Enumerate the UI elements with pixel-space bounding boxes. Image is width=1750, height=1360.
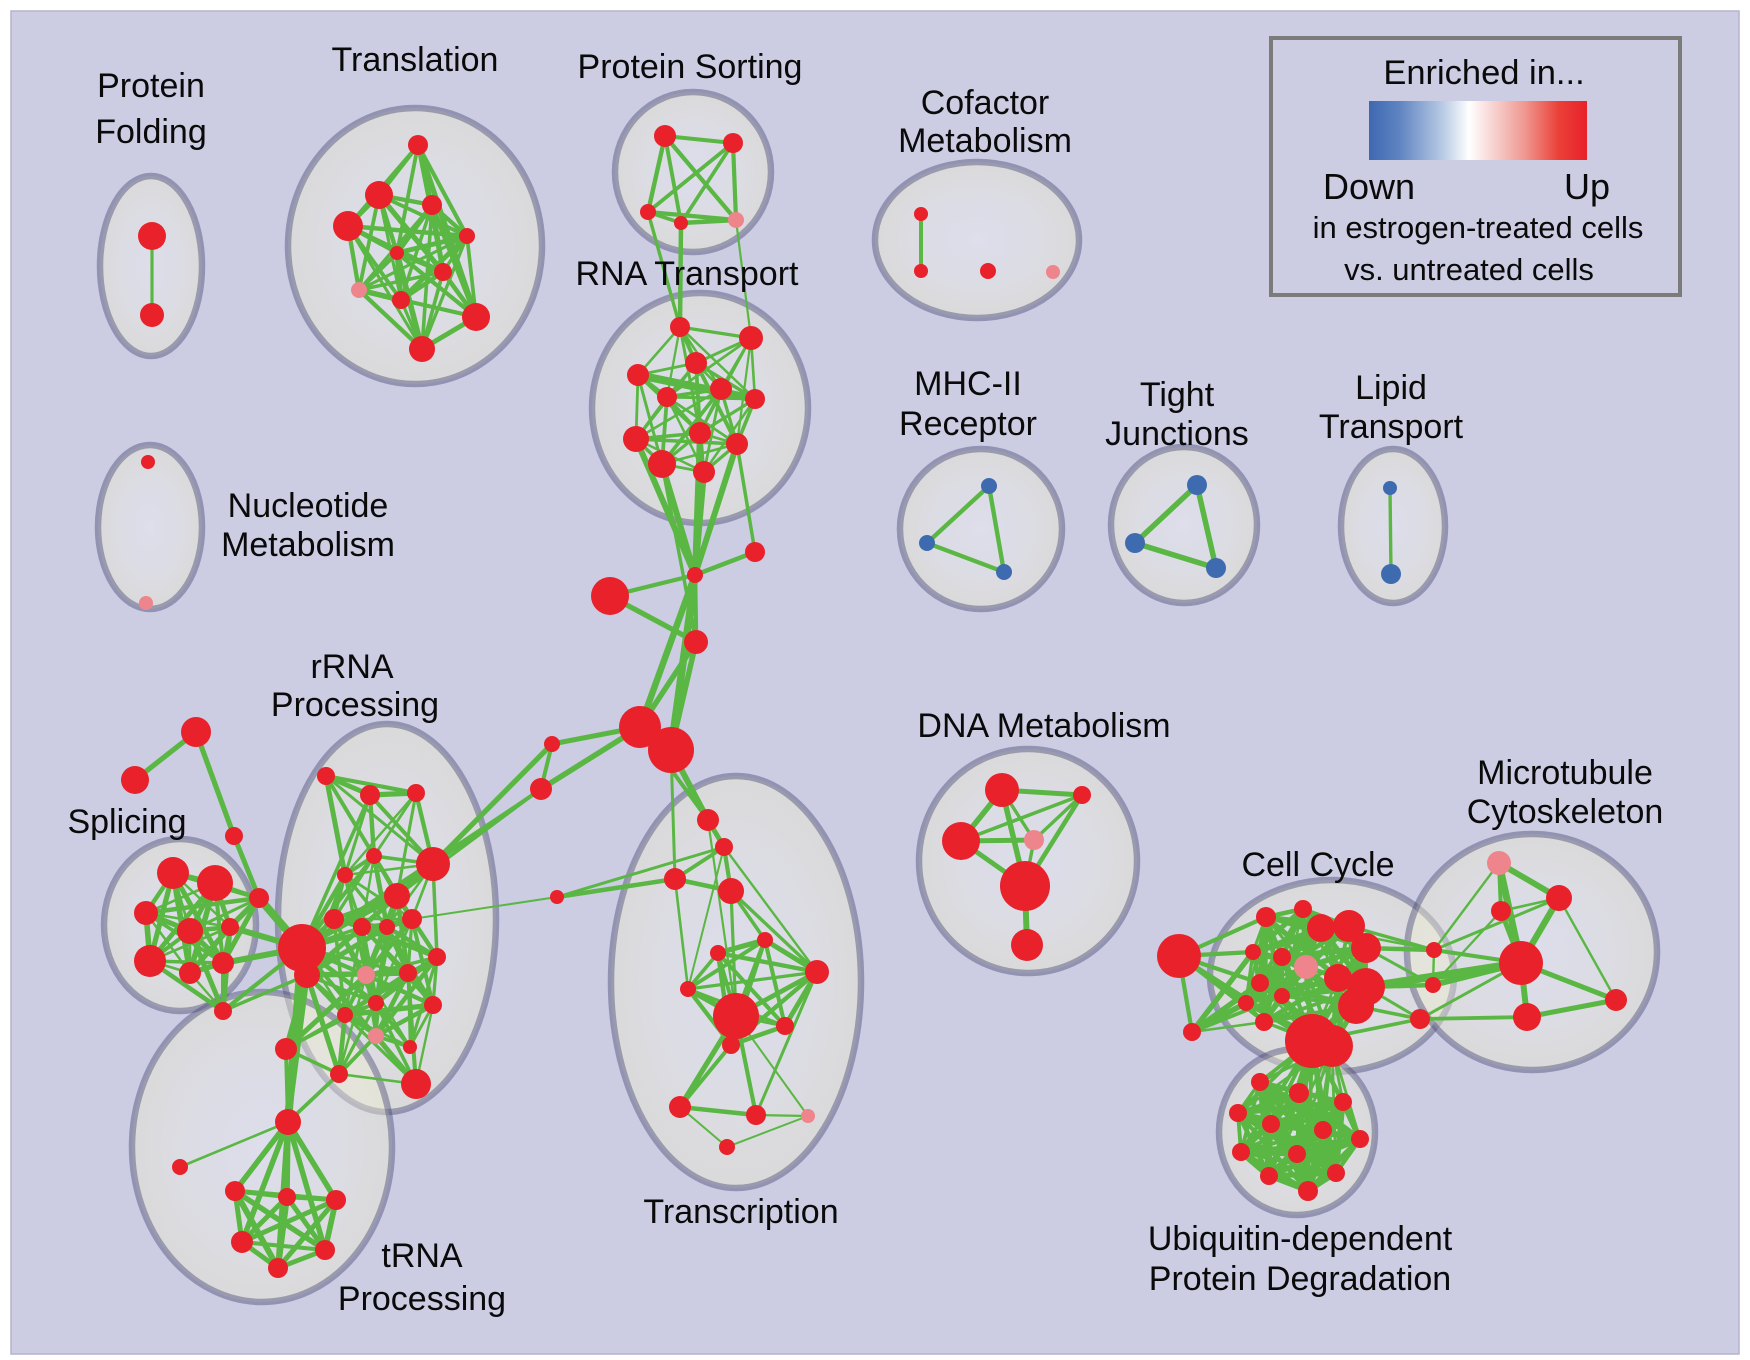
svg-text:Cell Cycle: Cell Cycle [1241,846,1394,884]
svg-text:vs. untreated cells: vs. untreated cells [1344,252,1594,287]
svg-text:Metabolism: Metabolism [898,122,1072,160]
svg-text:Processing: Processing [271,686,439,724]
svg-text:tRNA: tRNA [381,1237,463,1275]
svg-text:Enriched in...: Enriched in... [1383,54,1584,92]
svg-text:Receptor: Receptor [899,405,1037,443]
svg-text:in estrogen-treated cells: in estrogen-treated cells [1313,210,1644,245]
svg-text:Translation: Translation [332,41,499,79]
svg-text:Protein: Protein [97,67,205,105]
svg-text:Protein Sorting: Protein Sorting [578,48,803,86]
svg-text:RNA Transport: RNA Transport [576,255,800,293]
svg-text:Down: Down [1323,166,1415,207]
svg-text:Protein Degradation: Protein Degradation [1149,1260,1451,1298]
svg-text:Cytoskeleton: Cytoskeleton [1467,793,1664,831]
svg-text:Processing: Processing [338,1280,506,1318]
svg-text:Nucleotide: Nucleotide [228,487,389,525]
svg-text:Ubiquitin-dependent: Ubiquitin-dependent [1148,1220,1453,1258]
svg-text:Splicing: Splicing [67,803,186,841]
svg-text:Cofactor: Cofactor [921,84,1050,122]
svg-text:Lipid: Lipid [1355,369,1427,407]
svg-text:DNA Metabolism: DNA Metabolism [917,707,1170,745]
svg-text:Junctions: Junctions [1105,415,1249,453]
svg-text:Folding: Folding [95,113,207,151]
svg-text:Tight: Tight [1140,376,1215,414]
svg-text:Metabolism: Metabolism [221,526,395,564]
svg-text:Up: Up [1564,166,1610,207]
svg-text:rRNA: rRNA [310,648,393,686]
svg-text:Transcription: Transcription [643,1193,838,1231]
svg-text:Transport: Transport [1319,408,1464,446]
svg-text:Microtubule: Microtubule [1477,754,1653,792]
svg-text:MHC-II: MHC-II [914,365,1022,403]
